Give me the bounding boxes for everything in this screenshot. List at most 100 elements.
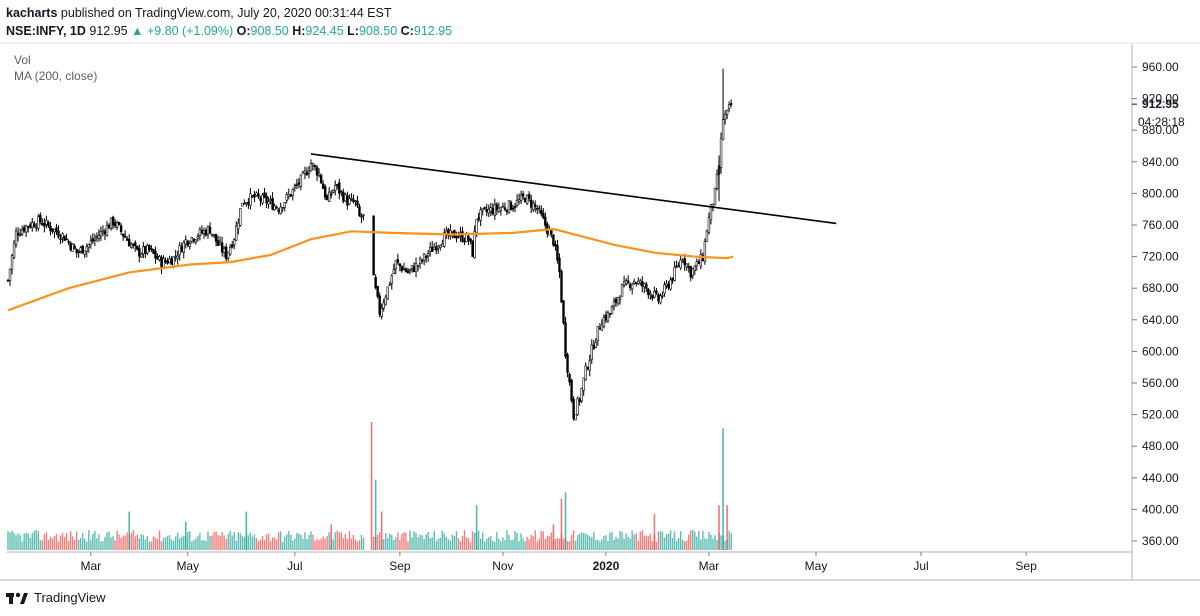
candle	[580, 387, 583, 404]
candle	[360, 213, 363, 224]
volume-bar	[583, 532, 585, 550]
candle-body	[643, 283, 646, 288]
candle	[663, 281, 666, 297]
candle-body	[269, 199, 272, 201]
candle	[289, 193, 292, 197]
candle-body	[59, 238, 62, 240]
candle	[208, 222, 212, 234]
candle	[602, 314, 606, 329]
volume-bar	[637, 540, 639, 550]
candle	[233, 238, 236, 250]
volume-bar	[395, 537, 397, 550]
candle-body	[600, 324, 604, 331]
candle	[134, 240, 137, 252]
candle	[445, 226, 448, 239]
volume-bar	[160, 541, 163, 550]
candle-body	[669, 279, 672, 290]
legend-volume[interactable]: Vol	[14, 53, 31, 67]
candle-body	[287, 194, 290, 197]
candle	[222, 245, 226, 258]
candle	[400, 265, 404, 273]
volume-bar	[130, 532, 132, 550]
candle-body	[190, 237, 194, 242]
candle	[140, 252, 143, 259]
candle	[691, 267, 694, 280]
candle	[655, 287, 658, 296]
candle-body	[180, 246, 183, 253]
candle	[491, 203, 494, 216]
volume-bar	[504, 540, 506, 550]
volume-bar	[665, 534, 668, 550]
x-tick-label: 2020	[593, 559, 620, 573]
candle	[285, 191, 288, 204]
candle	[428, 242, 432, 257]
candle	[158, 254, 161, 262]
candle	[525, 194, 529, 206]
candle	[299, 174, 303, 191]
candle	[69, 241, 72, 252]
candle	[422, 253, 426, 266]
volume-bar	[11, 530, 13, 550]
candle	[113, 218, 117, 229]
candle	[483, 206, 486, 210]
candle-body	[647, 288, 650, 296]
volume-bar	[63, 536, 66, 550]
volume-bar	[631, 530, 633, 550]
volume-bar	[562, 538, 565, 550]
candle-body	[299, 174, 303, 187]
candle-body	[142, 246, 145, 255]
legend-ma[interactable]: MA (200, close)	[14, 69, 98, 83]
y-tick-label: 600.00	[1142, 344, 1179, 358]
volume-bar	[647, 536, 650, 550]
volume-bar	[247, 535, 250, 550]
volume-bar	[73, 539, 76, 550]
candle	[123, 230, 127, 238]
volume-bar	[391, 534, 393, 550]
candle-body	[192, 238, 196, 242]
volume-bar	[158, 530, 161, 550]
candle-body	[146, 245, 149, 254]
candle	[374, 274, 377, 290]
candle-body	[16, 232, 20, 236]
candle-body	[574, 414, 577, 421]
volume-bar	[542, 531, 544, 550]
volume-bar	[482, 532, 484, 550]
candle	[729, 99, 733, 108]
symbol-label[interactable]: NSE:INFY, 1D	[6, 24, 86, 38]
volume-bar	[273, 537, 276, 550]
candle	[265, 192, 268, 209]
candle	[194, 239, 198, 245]
candle-body	[356, 200, 359, 206]
volume-spike-bar	[184, 521, 187, 550]
candle	[578, 397, 581, 406]
candle	[321, 180, 325, 189]
candle	[8, 268, 12, 286]
candle	[703, 238, 707, 265]
y-tick-label: 760.00	[1142, 218, 1179, 232]
candle	[507, 200, 511, 214]
candle-body	[513, 206, 517, 208]
volume-bar	[223, 535, 225, 550]
candle-body	[275, 206, 278, 209]
candle	[534, 200, 537, 213]
candle-body	[435, 246, 438, 251]
candle-body	[536, 207, 539, 210]
volume-bar	[570, 535, 573, 550]
candle-body	[461, 231, 464, 242]
volume-bar	[275, 539, 278, 550]
y-tick-label: 680.00	[1142, 281, 1179, 295]
footer-brand[interactable]: TradingView	[34, 590, 106, 605]
volume-bar	[41, 540, 44, 550]
candle-body	[374, 277, 377, 288]
candle-body	[168, 258, 171, 263]
candle	[192, 238, 196, 244]
candle-body	[590, 344, 593, 360]
volume-bar	[294, 538, 296, 550]
candle-body	[109, 217, 113, 229]
author-name[interactable]: kacharts	[6, 6, 58, 20]
volume-bar	[94, 530, 96, 550]
candle	[24, 224, 28, 237]
volume-bar	[556, 538, 559, 550]
volume-bar	[197, 536, 199, 550]
